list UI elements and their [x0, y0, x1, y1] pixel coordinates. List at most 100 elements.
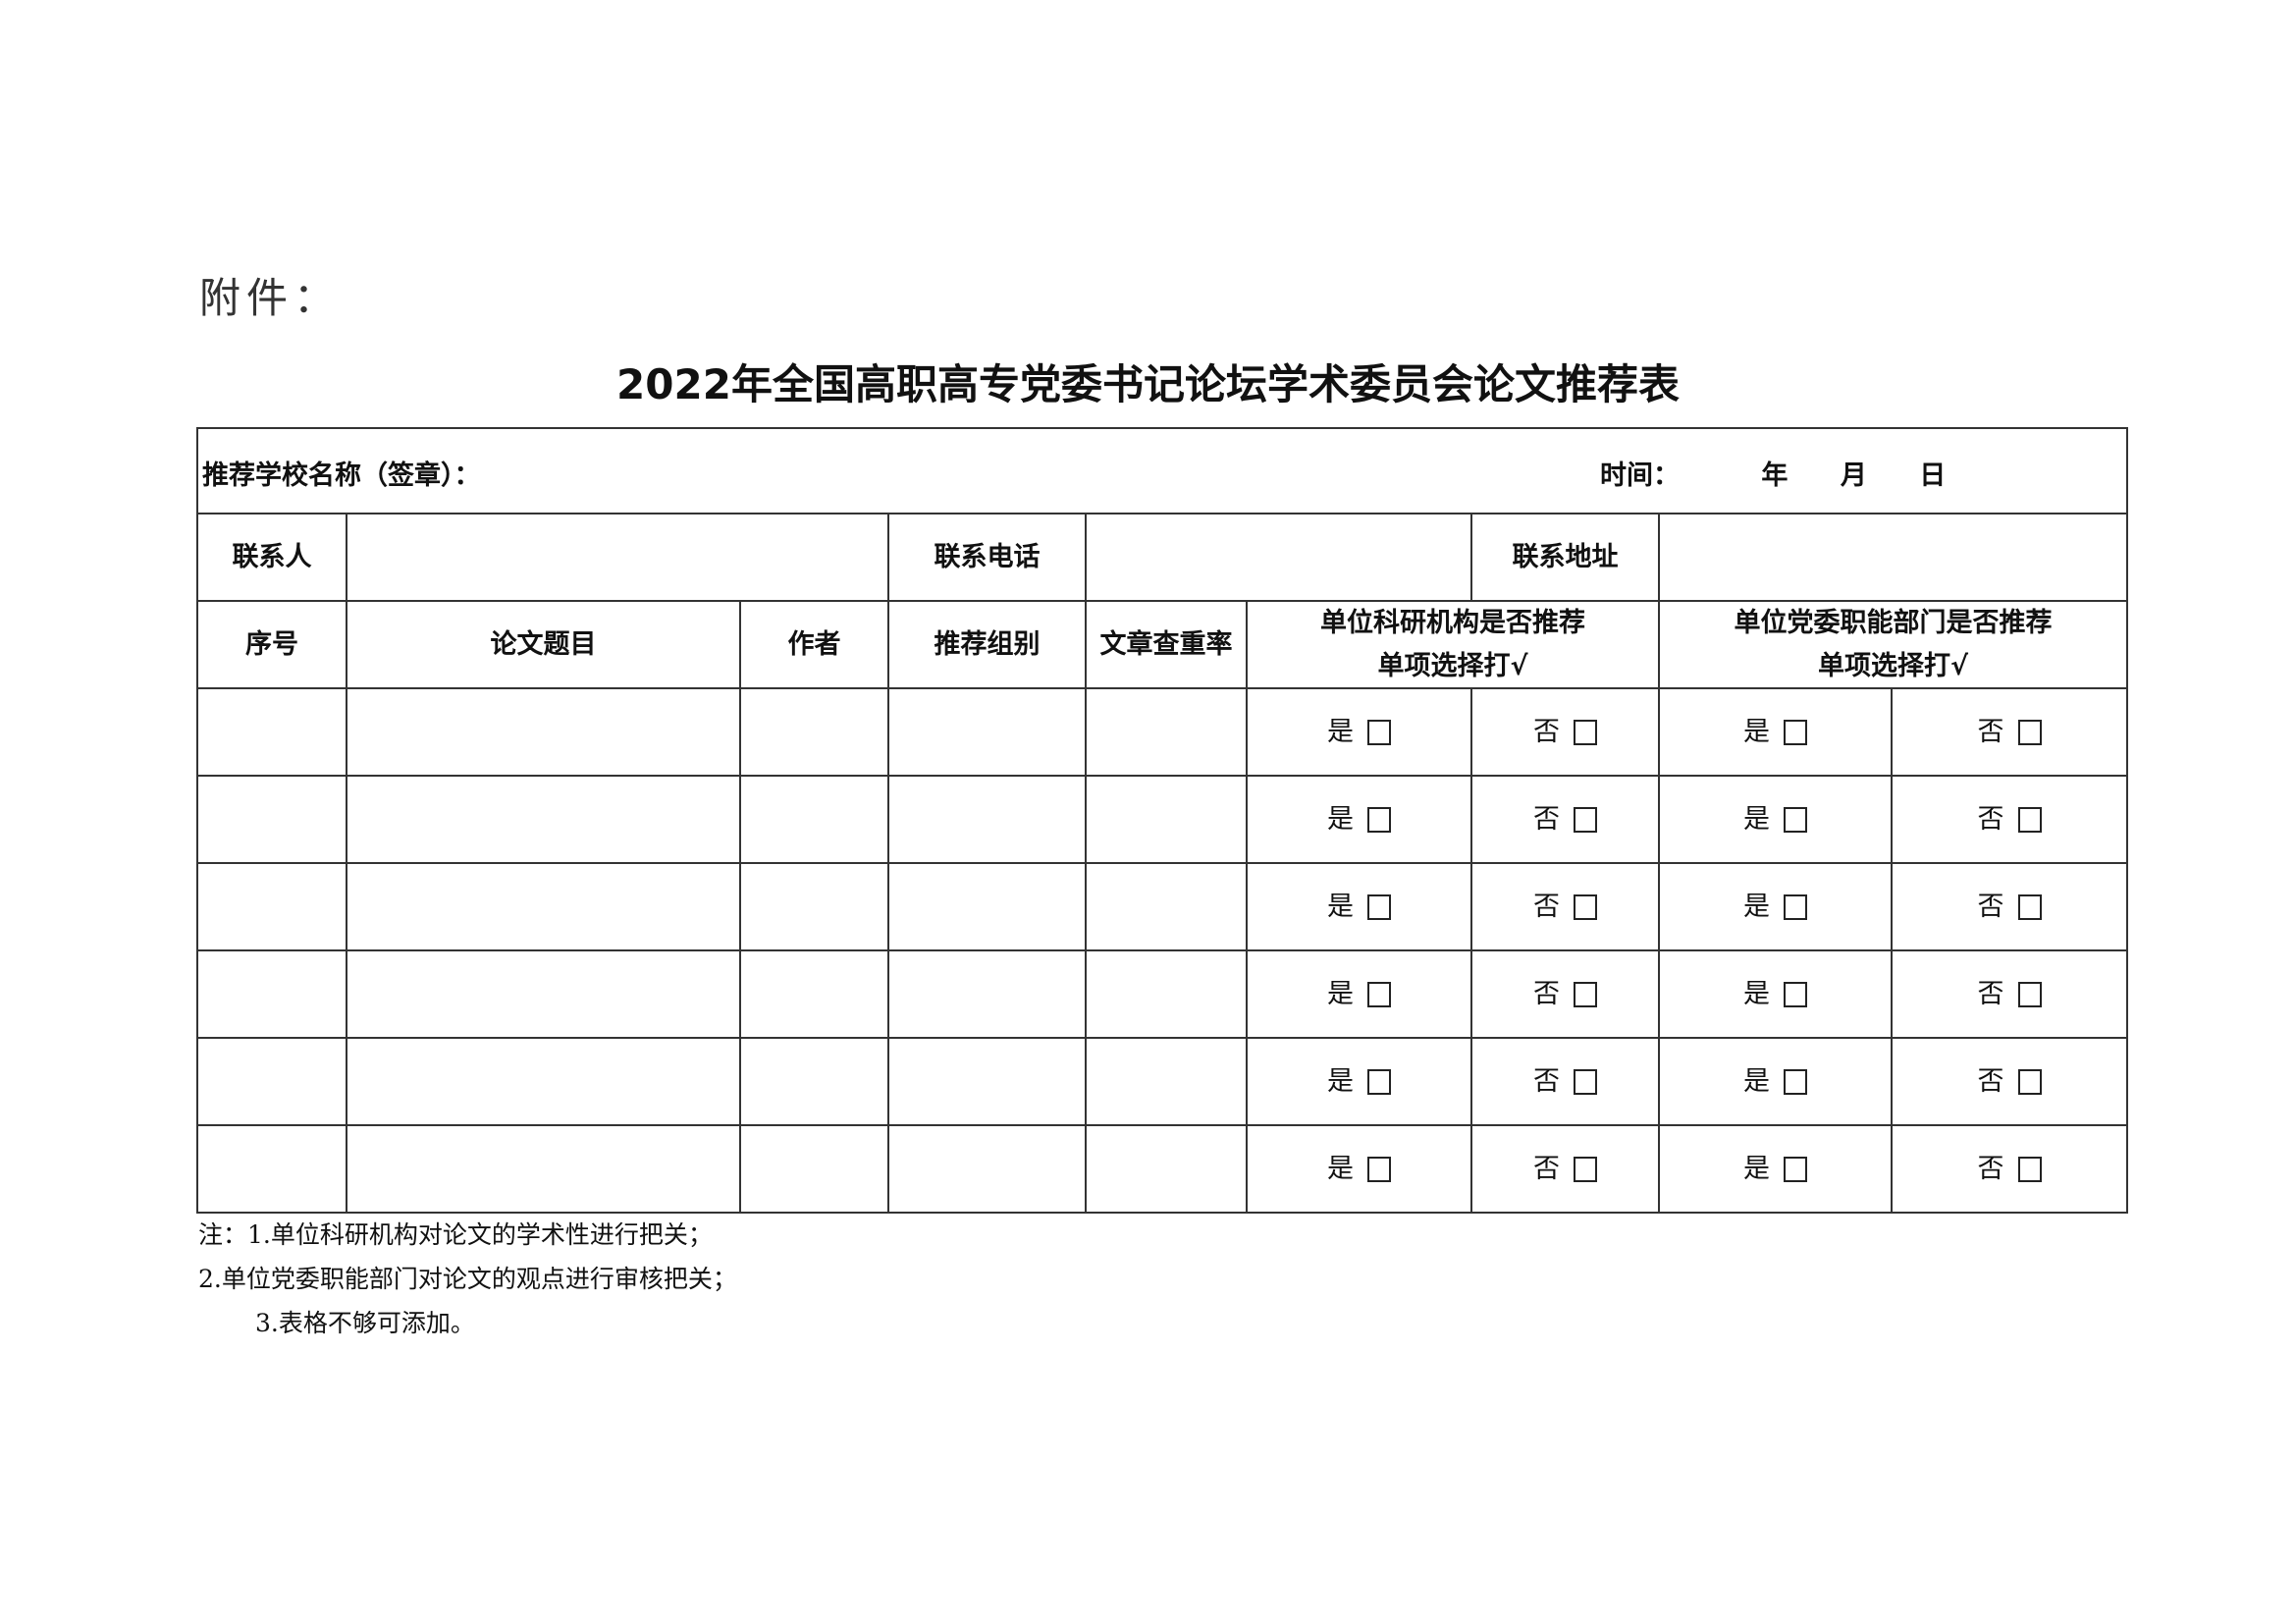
- research-no-option: 否: [1470, 949, 1660, 1039]
- school-row[interactable]: 推荐学校名称（签章）： 时间： 年 月 日: [195, 427, 2129, 514]
- author-cell[interactable]: [739, 687, 889, 777]
- author-cell[interactable]: [739, 1124, 889, 1214]
- contact-person-label: 联系人: [196, 513, 347, 602]
- checkbox[interactable]: [1367, 807, 1391, 834]
- group-cell[interactable]: [887, 949, 1087, 1039]
- dup-rate-cell[interactable]: [1085, 862, 1248, 951]
- table-row: 是否是否: [196, 687, 2129, 777]
- seq-cell[interactable]: [196, 1037, 347, 1126]
- checkbox[interactable]: [1784, 1157, 1807, 1183]
- party-yes-option: 是: [1658, 687, 1893, 777]
- option-label: 是: [1327, 978, 1354, 1009]
- dup-rate-cell[interactable]: [1085, 949, 1248, 1039]
- checkbox[interactable]: [1367, 1157, 1391, 1183]
- option-label: 是: [1327, 716, 1354, 747]
- seq-cell[interactable]: [196, 862, 347, 951]
- table-row: 是否是否: [196, 1124, 2129, 1214]
- checkbox[interactable]: [1367, 720, 1391, 746]
- note-3: 3.表格不够可添加。: [255, 1309, 475, 1337]
- checkbox[interactable]: [1367, 982, 1391, 1008]
- seq-cell[interactable]: [196, 1124, 347, 1214]
- party-no-option: 否: [1890, 1124, 2129, 1214]
- checkbox[interactable]: [1574, 807, 1597, 834]
- paper-title-cell[interactable]: [346, 775, 741, 864]
- dup-rate-cell[interactable]: [1085, 1037, 1248, 1126]
- checkbox[interactable]: [2017, 982, 2042, 1008]
- paper-title-cell[interactable]: [346, 687, 741, 777]
- checkbox[interactable]: [1574, 894, 1597, 921]
- contact-person-field[interactable]: [346, 513, 889, 602]
- research-yes-option: 是: [1246, 687, 1472, 777]
- party-yes-option: 是: [1658, 949, 1893, 1039]
- dup-rate-cell[interactable]: [1085, 1124, 1248, 1214]
- checkbox[interactable]: [1574, 720, 1597, 746]
- dup-rate-cell[interactable]: [1085, 687, 1248, 777]
- month-label: 月: [1840, 460, 1867, 491]
- group-cell[interactable]: [887, 1037, 1087, 1126]
- time-field[interactable]: 时间： 年 月 日: [1600, 455, 1989, 497]
- checkbox[interactable]: [1574, 982, 1597, 1008]
- option-label: 否: [1977, 1065, 2004, 1097]
- option-label: 是: [1743, 1065, 1770, 1097]
- option-label: 否: [1533, 1065, 1560, 1097]
- research-no-option: 否: [1470, 1124, 1660, 1214]
- single-choice-note: 单项选择打√: [1818, 650, 1969, 681]
- research-no-option: 否: [1470, 775, 1660, 864]
- checkbox[interactable]: [2017, 720, 2042, 746]
- checkbox[interactable]: [2017, 807, 2042, 834]
- checkbox[interactable]: [1367, 1069, 1391, 1096]
- option-label: 是: [1743, 716, 1770, 747]
- party-yes-option: 是: [1658, 775, 1893, 864]
- seq-cell[interactable]: [196, 775, 347, 864]
- party-rec-label: 单位党委职能部门是否推荐: [1734, 608, 2053, 639]
- checkbox[interactable]: [1784, 982, 1807, 1008]
- paper-title-cell[interactable]: [346, 1124, 741, 1214]
- seq-cell[interactable]: [196, 687, 347, 777]
- paper-title-cell[interactable]: [346, 949, 741, 1039]
- contact-phone-field[interactable]: [1085, 513, 1472, 602]
- option-label: 是: [1327, 1065, 1354, 1097]
- author-cell[interactable]: [739, 775, 889, 864]
- checkbox[interactable]: [1784, 720, 1807, 746]
- paper-title-cell[interactable]: [346, 1037, 741, 1126]
- option-label: 否: [1533, 803, 1560, 835]
- contact-address-label: 联系地址: [1470, 513, 1660, 602]
- header-seq: 序号: [196, 600, 347, 689]
- party-yes-option: 是: [1658, 862, 1893, 951]
- research-yes-option: 是: [1246, 775, 1472, 864]
- paper-title-cell[interactable]: [346, 862, 741, 951]
- seq-cell[interactable]: [196, 949, 347, 1039]
- group-cell[interactable]: [887, 1124, 1087, 1214]
- checkbox[interactable]: [1574, 1069, 1597, 1096]
- author-cell[interactable]: [739, 862, 889, 951]
- author-cell[interactable]: [739, 949, 889, 1039]
- party-no-option: 否: [1890, 687, 2129, 777]
- author-cell[interactable]: [739, 1037, 889, 1126]
- header-paper-title: 论文题目: [346, 600, 741, 689]
- checkbox[interactable]: [1784, 1069, 1807, 1096]
- table-row: 是否是否: [196, 775, 2129, 864]
- research-yes-option: 是: [1246, 1037, 1472, 1126]
- checkbox[interactable]: [2017, 894, 2042, 921]
- checkbox[interactable]: [2017, 1157, 2042, 1183]
- checkbox[interactable]: [1574, 1157, 1597, 1183]
- day-label: 日: [1919, 460, 1947, 491]
- dup-rate-cell[interactable]: [1085, 775, 1248, 864]
- school-label: 推荐学校名称（签章）：: [202, 460, 481, 491]
- option-label: 是: [1743, 803, 1770, 835]
- research-rec-label: 单位科研机构是否推荐: [1320, 608, 1585, 639]
- checkbox[interactable]: [1784, 894, 1807, 921]
- checkbox[interactable]: [1367, 894, 1391, 921]
- header-research-rec: 单位科研机构是否推荐 单项选择打√: [1246, 600, 1660, 689]
- note-1: 注：1.单位科研机构对论文的学术性进行把关；: [198, 1220, 713, 1249]
- table-row: 是否是否: [196, 1037, 2129, 1126]
- group-cell[interactable]: [887, 687, 1087, 777]
- research-no-option: 否: [1470, 862, 1660, 951]
- group-cell[interactable]: [887, 862, 1087, 951]
- checkbox[interactable]: [2017, 1069, 2042, 1096]
- contact-address-field[interactable]: [1657, 513, 2129, 602]
- option-label: 否: [1533, 1153, 1560, 1184]
- checkbox[interactable]: [1784, 807, 1807, 834]
- party-no-option: 否: [1890, 1037, 2129, 1126]
- group-cell[interactable]: [887, 775, 1087, 864]
